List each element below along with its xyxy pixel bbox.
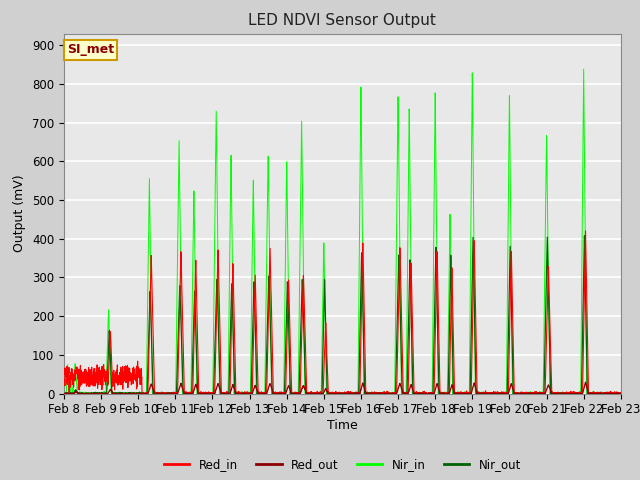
Red_out [179, 388, 187, 394]
Nir_out [397, 328, 404, 334]
Nir_in [406, 215, 414, 220]
Nir_in [580, 66, 588, 72]
Y-axis label: Output (mV): Output (mV) [13, 175, 26, 252]
Nir_in [216, 388, 223, 394]
Red_in [406, 283, 414, 288]
Nir_out [179, 390, 187, 396]
Nir_in [397, 322, 404, 328]
Nir_in [60, 391, 68, 396]
Nir_out [406, 276, 414, 281]
Nir_out [617, 391, 625, 396]
X-axis label: Time: Time [327, 419, 358, 432]
Red_in [216, 315, 223, 321]
Line: Nir_out: Nir_out [64, 236, 621, 394]
Red_in [180, 356, 188, 361]
Nir_out [617, 391, 625, 396]
Red_out [617, 391, 625, 396]
Red_in [60, 381, 68, 386]
Red_out [406, 384, 414, 389]
Red_in [564, 390, 572, 396]
Nir_out [564, 391, 572, 396]
Nir_in [617, 391, 625, 396]
Red_in [582, 228, 589, 234]
Red_out [582, 379, 589, 385]
Line: Red_out: Red_out [64, 382, 621, 394]
Nir_out [580, 233, 588, 239]
Nir_out [60, 391, 68, 396]
Line: Nir_in: Nir_in [64, 69, 621, 394]
Red_in [138, 391, 146, 396]
Title: LED NDVI Sensor Output: LED NDVI Sensor Output [248, 13, 436, 28]
Nir_out [216, 363, 223, 369]
Red_in [617, 390, 625, 396]
Red_out [60, 391, 68, 396]
Nir_in [617, 391, 625, 396]
Red_out [216, 385, 223, 391]
Line: Red_in: Red_in [64, 231, 621, 394]
Text: SI_met: SI_met [67, 43, 114, 56]
Red_in [617, 391, 625, 396]
Red_out [564, 391, 572, 396]
Nir_in [564, 391, 572, 396]
Red_out [397, 383, 404, 388]
Legend: Red_in, Red_out, Nir_in, Nir_out: Red_in, Red_out, Nir_in, Nir_out [159, 454, 526, 476]
Red_in [397, 281, 404, 287]
Nir_in [179, 390, 187, 396]
Red_out [617, 391, 625, 396]
